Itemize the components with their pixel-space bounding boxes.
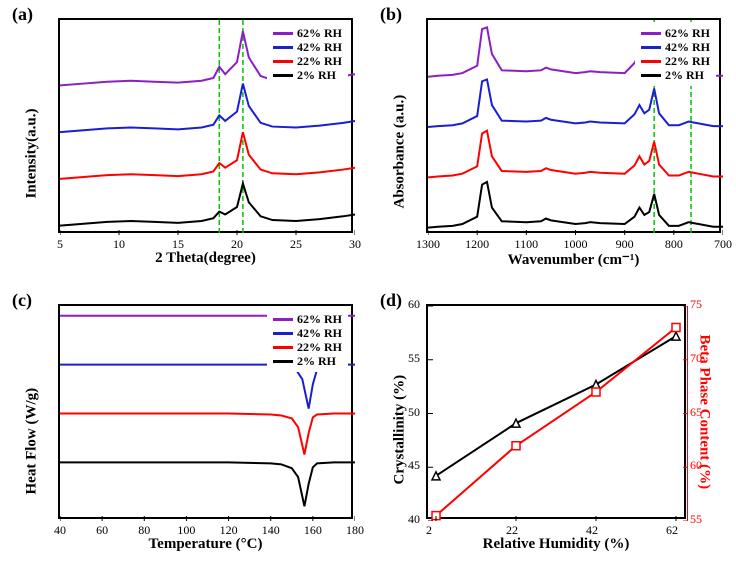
- panel-b: (b) Absorbance (a.u.) βα Wavenumber (cm⁻…: [368, 0, 736, 286]
- panel-a-legend: 62% RH42% RH22% RH2% RH: [267, 22, 348, 86]
- panel-a-xlabel: 2 Theta(degree): [58, 250, 353, 267]
- panel-d-label: (d): [380, 290, 402, 311]
- figure-grid: (a) Intensity(a.u.) 2 Theta(degree) 5101…: [0, 0, 736, 572]
- panel-a-label: (a): [12, 4, 33, 25]
- panel-c-label: (c): [12, 290, 32, 311]
- panel-c: (c) Heat Flow (W/g) Temperature (°C) 406…: [0, 286, 368, 572]
- panel-b-ylabel: Absorbance (a.u.): [392, 69, 409, 209]
- panel-d: (d) Crystallinity (%) Beta Phase Content…: [368, 286, 736, 572]
- panel-d-xlabel: Relative Humidity (%): [426, 536, 686, 553]
- panel-a: (a) Intensity(a.u.) 2 Theta(degree) 5101…: [0, 0, 368, 286]
- panel-c-legend: 62% RH42% RH22% RH2% RH: [267, 308, 348, 372]
- panel-c-xlabel: Temperature (°C): [58, 536, 353, 553]
- panel-d-svg: [428, 306, 688, 521]
- panel-a-ylabel: Intensity(a.u.): [24, 79, 41, 199]
- panel-b-xlabel: Wavenumber (cm⁻¹): [426, 250, 721, 269]
- panel-c-ylabel: Heat Flow (W/g): [24, 355, 41, 495]
- panel-b-label: (b): [380, 4, 402, 25]
- panel-d-ylabel-left: Crystallinity (%): [392, 365, 409, 485]
- panel-b-legend: 62% RH42% RH22% RH2% RH: [635, 22, 716, 86]
- panel-d-plot: [426, 304, 686, 519]
